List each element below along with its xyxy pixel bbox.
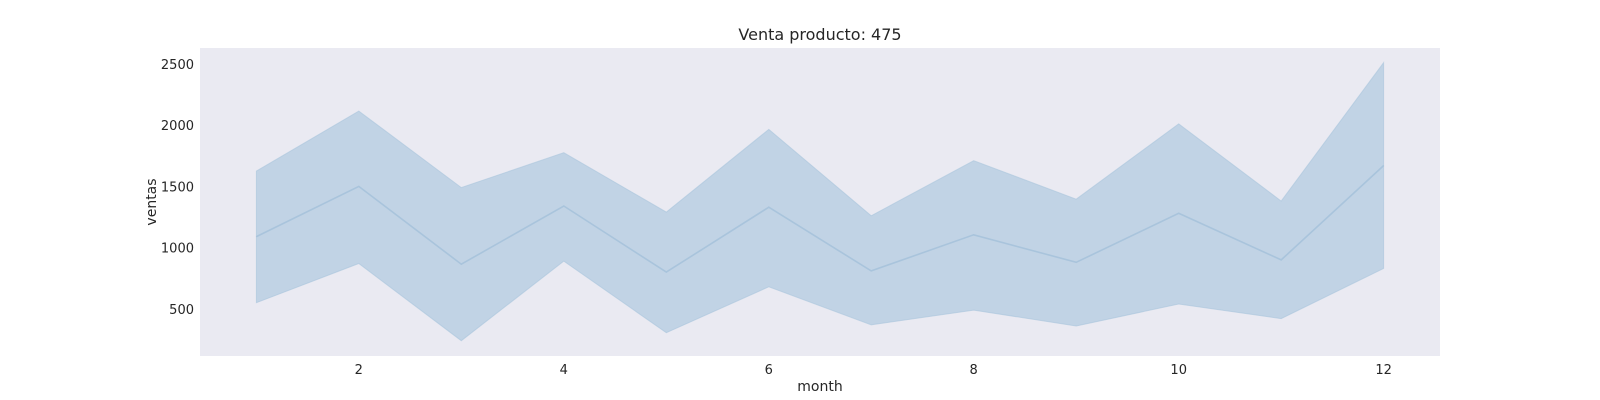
x-axis-title: month [797, 379, 842, 395]
data-point [870, 270, 872, 272]
data-point [1383, 165, 1385, 167]
data-point [255, 236, 257, 238]
series-line-layer [255, 165, 1385, 274]
x-tick-labels: 2 4 6 8 10 12 [355, 363, 1392, 378]
y-tick-label: 2000 [161, 119, 194, 134]
confidence-band [255, 61, 1385, 342]
y-tick-label: 1000 [161, 242, 194, 257]
series-line [256, 165, 1385, 274]
data-point [1075, 261, 1077, 263]
x-tick-label: 6 [765, 363, 773, 378]
x-tick-label: 4 [560, 363, 568, 378]
data-point [460, 263, 462, 265]
confidence-band-layer [255, 61, 1385, 342]
data-point [973, 234, 975, 236]
chart-title: Venta producto: 475 [738, 25, 901, 44]
y-tick-label: 500 [169, 303, 194, 318]
x-tick-label: 8 [970, 363, 978, 378]
x-tick-label: 10 [1170, 363, 1187, 378]
data-point [358, 185, 360, 187]
x-tick-label: 2 [355, 363, 363, 378]
y-tick-label: 1500 [161, 180, 194, 195]
y-tick-labels: 500 1000 1500 2000 2500 [161, 58, 194, 318]
data-point [768, 206, 770, 208]
data-point [563, 205, 565, 207]
data-point [1178, 212, 1180, 214]
y-tick-label: 2500 [161, 58, 194, 73]
x-tick-label: 12 [1375, 363, 1392, 378]
data-point [1280, 259, 1282, 261]
data-point [665, 271, 667, 273]
y-axis-title: ventas [144, 178, 160, 225]
